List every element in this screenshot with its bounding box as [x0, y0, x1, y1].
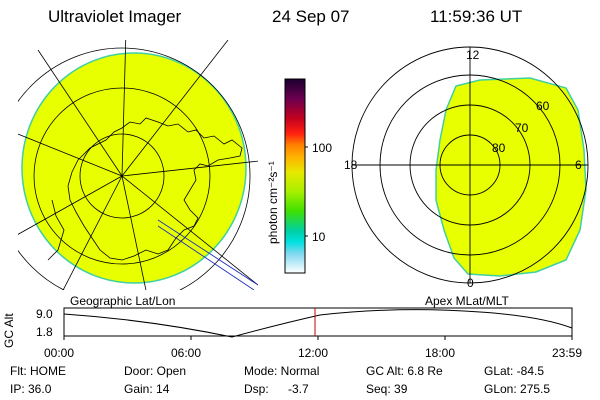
mlt-label-18: 18 — [344, 158, 358, 172]
meridian-lines — [18, 40, 258, 290]
latitude-circle — [18, 47, 251, 290]
timeline-ytick-high: 9.0 — [36, 307, 53, 321]
timeline-xtick-0600: 06:00 — [171, 346, 202, 360]
dsp-label: Dsp: — [244, 382, 269, 396]
flight-status: Flt: HOME — [10, 364, 66, 378]
coastline — [67, 117, 243, 261]
gc-altitude: GC Alt: 6.8 Re — [366, 364, 443, 378]
time-label: 11:59:36 UT — [430, 7, 523, 26]
geographic-panel-label: Geographic Lat/Lon — [70, 294, 176, 308]
mlat-label-80: 80 — [492, 141, 506, 155]
app-title: Ultraviolet Imager — [48, 7, 182, 26]
coastline — [47, 199, 65, 261]
date-label: 24 Sep 07 — [272, 7, 350, 26]
door-status: Door: Open — [124, 364, 187, 378]
colorbar-unit-label: photon cm⁻²s⁻¹ — [266, 161, 280, 244]
colorbar-tick-100: 100 — [312, 141, 333, 155]
mlt-label-12: 12 — [466, 48, 480, 62]
orbit-track — [157, 219, 258, 286]
latitude-circle — [33, 87, 211, 265]
geographic-image-panel — [18, 40, 258, 290]
colorbar — [284, 78, 308, 274]
orbit-track — [157, 225, 255, 290]
latitude-circle — [79, 133, 165, 219]
mlt-label-6: 6 — [575, 158, 582, 172]
magnetic-polar-plot: 12 18 6 0 60 70 80 — [344, 46, 589, 290]
timeline-xtick-2359: 23:59 — [552, 346, 583, 360]
altitude-curve — [63, 309, 573, 338]
colorbar-tick-10: 10 — [312, 230, 326, 244]
uv-image-region — [435, 77, 587, 277]
ip-value: IP: 36.0 — [10, 382, 52, 396]
geographic-longitude: GLon: 275.5 — [484, 382, 551, 396]
mlat-label-60: 60 — [536, 99, 550, 113]
mlt-label-0: 0 — [467, 276, 474, 290]
timeline-ylabel: GC Alt — [2, 313, 16, 348]
mode-status: Mode: Normal — [244, 364, 320, 378]
timeline-xtick-1800: 18:00 — [425, 346, 456, 360]
timeline-ytick-low: 1.8 — [36, 325, 53, 339]
dsp-value: -3.7 — [288, 382, 309, 396]
geographic-latitude: GLat: -84.5 — [484, 364, 545, 378]
timeline-xtick-0000: 00:00 — [44, 346, 75, 360]
timeline-xtick-1200: 12:00 — [298, 346, 329, 360]
gain-value: Gain: 14 — [124, 382, 170, 396]
sequence-number: Seq: 39 — [366, 382, 408, 396]
apex-panel-label: Apex MLat/MLT — [425, 294, 509, 308]
altitude-timeline — [63, 307, 573, 340]
mlat-label-70: 70 — [515, 121, 529, 135]
